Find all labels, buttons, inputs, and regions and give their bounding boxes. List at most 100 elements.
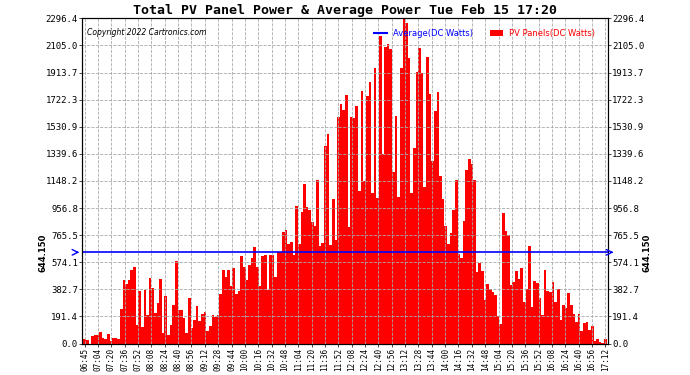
Bar	[554, 302, 557, 344]
Bar	[565, 308, 567, 344]
Bar	[125, 284, 128, 344]
Bar	[282, 231, 285, 344]
Bar	[497, 316, 500, 344]
Bar	[219, 294, 222, 344]
Bar	[154, 313, 157, 344]
Bar	[544, 270, 546, 344]
Bar	[570, 306, 573, 344]
Bar	[536, 284, 539, 344]
Bar	[471, 164, 473, 344]
Bar	[460, 258, 463, 344]
Bar	[240, 256, 243, 344]
Bar	[190, 328, 193, 344]
Bar	[437, 92, 440, 344]
Bar	[97, 335, 99, 344]
Bar	[295, 206, 298, 344]
Bar	[364, 181, 366, 344]
Bar	[177, 309, 180, 344]
Bar	[110, 341, 112, 344]
Bar	[279, 252, 282, 344]
Text: 644.150: 644.150	[39, 233, 48, 272]
Bar	[209, 326, 212, 344]
Bar	[593, 340, 596, 344]
Bar	[560, 320, 562, 344]
Bar	[293, 255, 295, 344]
Bar	[316, 180, 319, 344]
Bar	[549, 292, 552, 344]
Bar	[374, 68, 377, 344]
Bar	[541, 315, 544, 344]
Bar	[345, 94, 348, 344]
Bar	[117, 339, 120, 344]
Text: 644.150: 644.150	[642, 233, 651, 272]
Bar	[167, 335, 170, 344]
Bar	[91, 336, 94, 344]
Bar	[428, 94, 431, 344]
Bar	[227, 270, 230, 344]
Bar	[233, 268, 235, 344]
Bar	[222, 270, 225, 344]
Bar	[277, 252, 279, 344]
Bar	[591, 326, 593, 344]
Bar	[301, 212, 303, 344]
Bar	[434, 111, 437, 344]
Bar	[225, 277, 227, 344]
Bar	[562, 305, 565, 344]
Bar	[175, 261, 177, 344]
Title: Total PV Panel Power & Average Power Tue Feb 15 17:20: Total PV Panel Power & Average Power Tue…	[133, 4, 557, 17]
Bar	[468, 159, 471, 344]
Bar	[329, 245, 332, 344]
Bar	[303, 184, 306, 344]
Bar	[230, 286, 233, 344]
Bar	[123, 280, 125, 344]
Bar	[578, 314, 580, 344]
Bar	[170, 325, 172, 344]
Bar	[484, 300, 486, 344]
Bar	[157, 303, 159, 344]
Bar	[431, 160, 434, 344]
Bar	[104, 339, 107, 344]
Bar	[520, 268, 523, 344]
Bar	[387, 45, 389, 344]
Bar	[133, 267, 136, 344]
Bar	[489, 289, 491, 344]
Bar	[546, 291, 549, 344]
Bar	[450, 233, 452, 344]
Bar	[442, 199, 444, 344]
Bar	[377, 198, 379, 344]
Bar	[324, 146, 326, 344]
Bar	[361, 91, 364, 344]
Bar	[138, 291, 141, 344]
Bar	[253, 247, 256, 344]
Bar	[411, 192, 413, 344]
Bar	[151, 288, 154, 344]
Bar	[164, 296, 167, 344]
Bar	[494, 296, 497, 344]
Bar	[405, 23, 408, 344]
Bar	[604, 339, 607, 344]
Bar	[342, 110, 345, 344]
Bar	[337, 117, 339, 344]
Bar	[322, 243, 324, 344]
Bar	[476, 272, 478, 344]
Bar	[368, 82, 371, 344]
Bar	[353, 118, 355, 344]
Bar	[183, 318, 186, 344]
Bar	[402, 20, 405, 344]
Bar	[248, 266, 250, 344]
Bar	[193, 320, 196, 344]
Bar	[481, 271, 484, 344]
Bar	[355, 106, 358, 344]
Bar	[421, 74, 424, 344]
Bar	[243, 267, 246, 344]
Bar	[313, 226, 316, 344]
Bar	[264, 255, 266, 344]
Bar	[308, 210, 311, 344]
Bar	[400, 68, 402, 344]
Bar	[465, 170, 468, 344]
Bar	[510, 285, 513, 344]
Bar	[580, 331, 583, 344]
Bar	[120, 309, 123, 344]
Bar	[502, 213, 504, 344]
Bar	[351, 117, 353, 344]
